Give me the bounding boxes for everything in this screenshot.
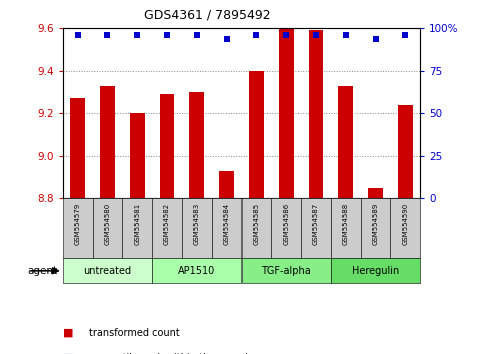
- Text: ■: ■: [63, 353, 73, 354]
- Bar: [100, 86, 115, 198]
- Bar: [271, 198, 301, 258]
- Bar: [331, 198, 361, 258]
- Bar: [390, 198, 420, 258]
- Text: GSM554584: GSM554584: [224, 203, 229, 245]
- Bar: [63, 258, 152, 283]
- Text: transformed count: transformed count: [89, 328, 180, 338]
- Text: GSM554582: GSM554582: [164, 203, 170, 245]
- Bar: [331, 258, 420, 283]
- Bar: [219, 171, 234, 198]
- Bar: [93, 198, 122, 258]
- Text: GSM554580: GSM554580: [104, 203, 111, 245]
- Text: GSM554581: GSM554581: [134, 203, 140, 245]
- Text: GSM554583: GSM554583: [194, 203, 200, 245]
- Text: AP1510: AP1510: [178, 266, 215, 276]
- Text: GSM554588: GSM554588: [343, 203, 349, 245]
- Text: GSM554579: GSM554579: [75, 203, 81, 245]
- Bar: [159, 94, 174, 198]
- Text: percentile rank within the sample: percentile rank within the sample: [89, 353, 255, 354]
- Bar: [152, 258, 242, 283]
- Bar: [309, 30, 324, 198]
- Text: GSM554587: GSM554587: [313, 203, 319, 245]
- Text: GSM554586: GSM554586: [283, 203, 289, 245]
- Text: agent: agent: [28, 266, 58, 276]
- Bar: [63, 198, 93, 258]
- Bar: [242, 198, 271, 258]
- Bar: [130, 113, 145, 198]
- Text: Heregulin: Heregulin: [352, 266, 399, 276]
- Bar: [212, 198, 242, 258]
- Bar: [398, 105, 413, 198]
- Text: ■: ■: [63, 328, 73, 338]
- Bar: [70, 98, 85, 198]
- Text: untreated: untreated: [84, 266, 131, 276]
- Text: GDS4361 / 7895492: GDS4361 / 7895492: [144, 9, 271, 22]
- Text: GSM554590: GSM554590: [402, 203, 408, 245]
- Bar: [368, 188, 383, 198]
- Text: TGF-alpha: TGF-alpha: [261, 266, 311, 276]
- Bar: [152, 198, 182, 258]
- Text: GSM554589: GSM554589: [372, 203, 379, 245]
- Bar: [122, 198, 152, 258]
- Bar: [361, 198, 390, 258]
- Bar: [279, 28, 294, 198]
- Bar: [182, 198, 212, 258]
- Text: GSM554585: GSM554585: [254, 203, 259, 245]
- Bar: [338, 86, 353, 198]
- Bar: [242, 258, 331, 283]
- Bar: [301, 198, 331, 258]
- Bar: [249, 71, 264, 198]
- Bar: [189, 92, 204, 198]
